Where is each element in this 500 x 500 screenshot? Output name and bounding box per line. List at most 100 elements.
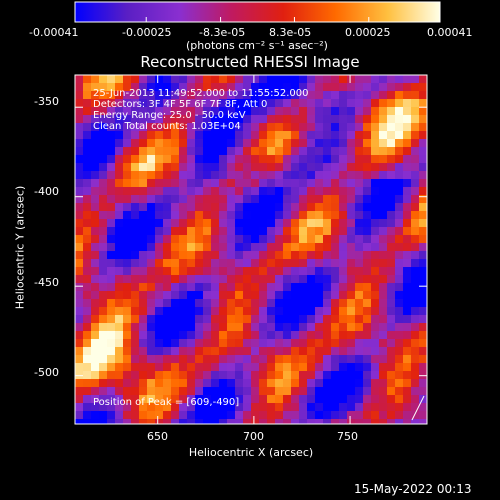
heatmap-cell [395, 251, 404, 260]
heatmap-cell [243, 219, 252, 228]
heatmap-cell [331, 179, 340, 188]
heatmap-cell [123, 203, 132, 212]
heatmap-cell [243, 267, 252, 276]
heatmap-cell [355, 75, 364, 84]
heatmap-cell [187, 195, 196, 204]
heatmap-cell [387, 275, 396, 284]
heatmap-cell [275, 283, 284, 292]
heatmap-cell [195, 75, 204, 84]
heatmap-cell [403, 123, 412, 132]
heatmap-cell [299, 195, 308, 204]
heatmap-cell [291, 291, 300, 300]
heatmap-cell [259, 331, 268, 340]
heatmap-cell [323, 163, 332, 172]
heatmap-cell [411, 227, 420, 236]
heatmap-cell [147, 355, 156, 364]
heatmap-cell [123, 387, 132, 396]
heatmap-cell [347, 379, 356, 388]
heatmap-cell [347, 395, 356, 404]
heatmap-cell [75, 387, 84, 396]
heatmap-cell [227, 283, 236, 292]
heatmap-cell [107, 379, 116, 388]
heatmap-cell [155, 323, 164, 332]
heatmap-cell [155, 363, 164, 372]
heatmap-cell [299, 371, 308, 380]
heatmap-cell [411, 411, 420, 420]
heatmap-cell [171, 371, 180, 380]
colorbar [74, 1, 441, 23]
heatmap-cell [363, 307, 372, 316]
heatmap-cell [403, 283, 412, 292]
heatmap-cell [307, 339, 316, 348]
heatmap-cell [283, 387, 292, 396]
heatmap-cell [235, 155, 244, 164]
heatmap-cell [203, 267, 212, 276]
heatmap-cell [147, 259, 156, 268]
heatmap-cell [347, 139, 356, 148]
heatmap-cell [227, 387, 236, 396]
heatmap-cell [259, 131, 268, 140]
heatmap-cell [131, 195, 140, 204]
heatmap-cell [75, 419, 84, 424]
heatmap-cell [331, 91, 340, 100]
heatmap-cell [147, 107, 156, 116]
heatmap-cell [275, 307, 284, 316]
heatmap-cell [235, 339, 244, 348]
heatmap-cell [267, 283, 276, 292]
heatmap-cell [403, 203, 412, 212]
heatmap-cell [187, 291, 196, 300]
heatmap-cell [123, 371, 132, 380]
heatmap-cell [131, 235, 140, 244]
heatmap-cell [323, 171, 332, 180]
heatmap-cell [163, 107, 172, 116]
heatmap-cell [259, 283, 268, 292]
heatmap-cell [131, 107, 140, 116]
heatmap-cell [339, 83, 348, 92]
heatmap-cell [291, 75, 300, 84]
heatmap-cell [275, 363, 284, 372]
heatmap-cell [259, 147, 268, 156]
heatmap-cell [371, 155, 380, 164]
heatmap-cell [291, 411, 300, 420]
heatmap-cell [347, 403, 356, 412]
heatmap-cell [331, 291, 340, 300]
heatmap-cell [403, 163, 412, 172]
heatmap-cell [363, 99, 372, 108]
heatmap-cell [139, 235, 148, 244]
heatmap-cell [251, 339, 260, 348]
heatmap-cell [331, 131, 340, 140]
heatmap-cell [395, 155, 404, 164]
heatmap-cell [347, 123, 356, 132]
heatmap-cell [259, 371, 268, 380]
heatmap-cell [299, 267, 308, 276]
heatmap-cell [315, 291, 324, 300]
heatmap-cell [299, 75, 308, 84]
heatmap-cell [195, 259, 204, 268]
heatmap-cell [163, 91, 172, 100]
heatmap-cell [387, 387, 396, 396]
heatmap-cell [259, 259, 268, 268]
heatmap-cell [347, 331, 356, 340]
heatmap-cell [91, 251, 100, 260]
heatmap-cell [219, 291, 228, 300]
heatmap-cell [195, 139, 204, 148]
heatmap-cell [227, 115, 236, 124]
heatmap-cell [387, 251, 396, 260]
heatmap-cell [259, 275, 268, 284]
heatmap-cell [75, 339, 84, 348]
heatmap-cell [147, 227, 156, 236]
heatmap-cell [171, 219, 180, 228]
heatmap-cell [251, 107, 260, 116]
heatmap-cell [91, 187, 100, 196]
heatmap-cell [283, 347, 292, 356]
heatmap-cell [339, 195, 348, 204]
heatmap-cell [115, 83, 124, 92]
heatmap-cell [163, 123, 172, 132]
heatmap-cell [379, 83, 388, 92]
heatmap-cell [339, 91, 348, 100]
heatmap-cell [147, 163, 156, 172]
heatmap-cell [307, 243, 316, 252]
heatmap-cell [131, 307, 140, 316]
heatmap-cell [227, 331, 236, 340]
heatmap-cell [387, 211, 396, 220]
